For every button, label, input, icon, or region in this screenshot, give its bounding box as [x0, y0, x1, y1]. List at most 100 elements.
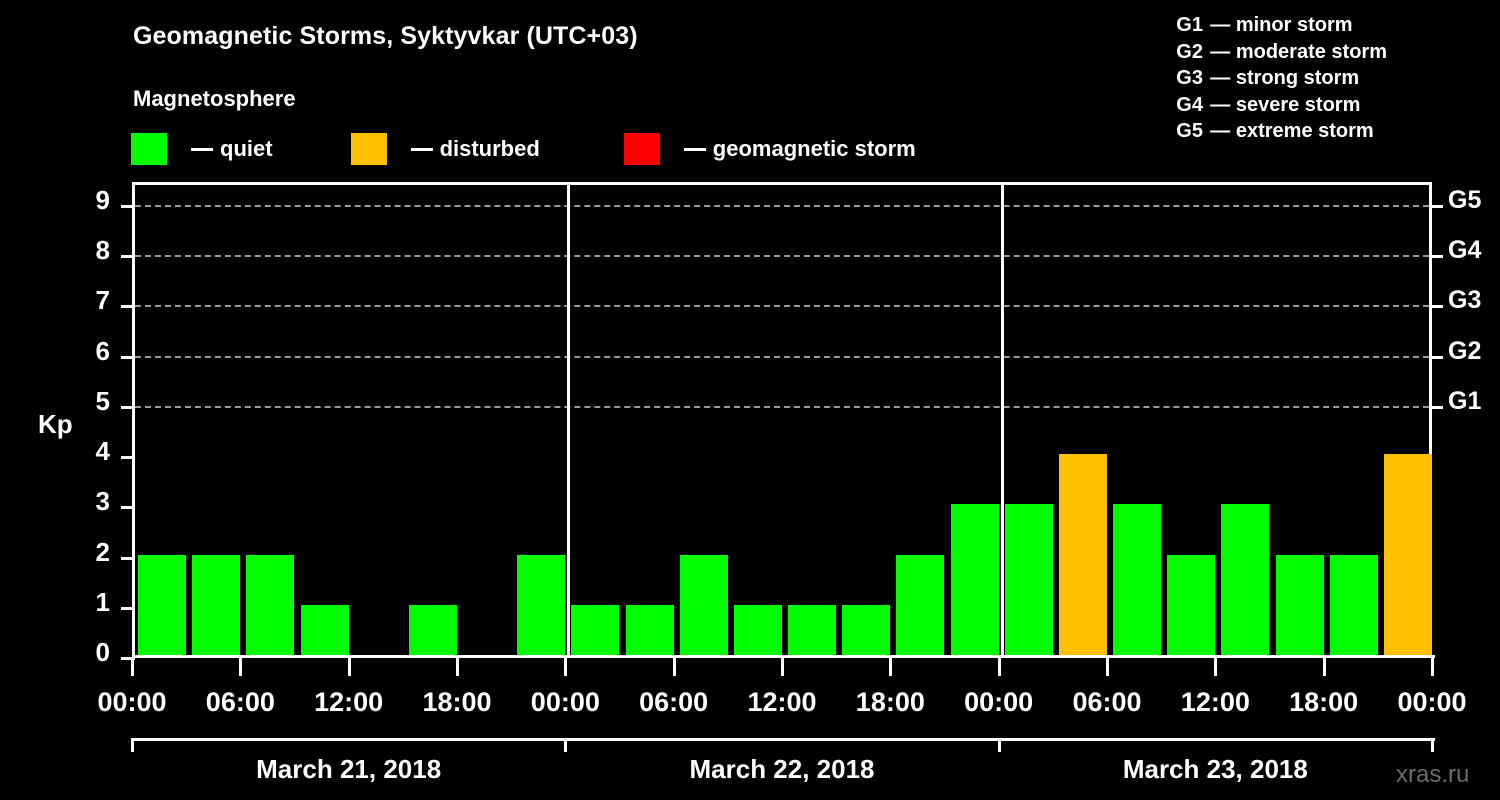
bar [733, 604, 782, 655]
g-scale-code: G5 [1176, 120, 1203, 142]
g-scale-code: G3 [1176, 67, 1203, 89]
bar [1058, 454, 1107, 655]
subtitle: Magnetosphere [133, 86, 296, 111]
g-scale-row: G1 — minor storm [1176, 12, 1387, 39]
y-axis-tick [121, 255, 135, 259]
right-axis-label: G1 [1448, 386, 1482, 415]
legend-item-disturbed: disturbed [350, 133, 540, 165]
day-separator [567, 185, 571, 655]
x-axis-tick [1322, 657, 1326, 676]
day-separator [1000, 185, 1004, 655]
y-axis-tick [121, 657, 135, 660]
x-axis-tick [131, 657, 134, 676]
legend-dash-icon [191, 147, 213, 151]
x-axis-tick [456, 657, 459, 676]
g-scale-row: G2 — moderate storm [1176, 39, 1387, 66]
x-axis-tick [672, 657, 676, 676]
y-axis-tick [121, 405, 135, 409]
bar [1221, 504, 1270, 655]
g-scale-desc: moderate storm [1235, 40, 1387, 63]
x-axis-tick [564, 657, 568, 676]
bar [1329, 554, 1378, 655]
g-scale-legend: G1 — minor storm G2 — moderate storm G3 — s… [1176, 12, 1387, 145]
y-axis-tick [121, 305, 135, 309]
bar [1167, 554, 1216, 655]
y-axis-label: 9 [95, 185, 110, 215]
bar [571, 604, 620, 655]
g-scale-row: G3 — strong storm [1176, 65, 1387, 92]
x-axis-label: 12:00 [747, 687, 817, 717]
x-axis-tick [889, 657, 893, 676]
storm-swatch-icon [623, 133, 660, 165]
bar [1004, 504, 1053, 655]
plot-inner [121, 185, 1443, 660]
y-axis-tick [121, 556, 135, 560]
bar [300, 604, 349, 655]
gridline [135, 205, 1429, 207]
bar [517, 554, 566, 655]
date-label: March 21, 2018 [256, 754, 442, 784]
bar [408, 604, 457, 655]
legend-item-quiet: quiet [131, 133, 273, 165]
y-axis-tick [121, 606, 135, 610]
y-axis-label: 0 [95, 637, 110, 667]
g-scale-dash: — [1210, 93, 1231, 116]
bar [192, 554, 241, 655]
magnetosphere-legend: quiet disturbed geomagnetic storm [131, 133, 916, 165]
right-axis-label: G2 [1448, 336, 1482, 365]
right-axis-label: G4 [1448, 236, 1482, 265]
y-axis-label: 6 [95, 335, 110, 366]
g-scale-code: G2 [1176, 40, 1203, 63]
x-axis-label: 18:00 [1289, 687, 1359, 717]
right-axis-tick [1429, 355, 1443, 359]
y-axis-tick [121, 456, 135, 460]
quiet-swatch-icon [131, 133, 167, 165]
y-axis-label: 4 [95, 436, 110, 467]
legend-label-disturbed: disturbed [439, 136, 540, 161]
x-axis-label: 18:00 [422, 687, 492, 717]
legend-dash-icon [683, 147, 706, 151]
y-axis-label: 7 [95, 285, 110, 316]
x-axis-label: 00:00 [964, 687, 1034, 717]
x-axis-label: 06:00 [205, 687, 275, 717]
date-label: March 22, 2018 [689, 754, 875, 784]
date-bracket-tick [564, 738, 568, 752]
y-axis-tick [121, 355, 135, 359]
x-axis-label: 12:00 [314, 687, 384, 717]
x-axis-label: 06:00 [639, 687, 709, 717]
x-axis-label: 18:00 [855, 687, 925, 717]
bar [246, 554, 295, 655]
date-bracket [132, 738, 1435, 741]
y-axis-label: 2 [95, 536, 110, 567]
legend-item-storm: geomagnetic storm [623, 133, 916, 165]
legend-label-quiet: quiet [220, 136, 273, 161]
y-axis-label: 3 [95, 486, 110, 517]
y-axis-label: 5 [95, 385, 110, 416]
legend-dash-icon [410, 147, 433, 151]
date-bracket-tick [131, 738, 134, 752]
legend-label-storm: geomagnetic storm [712, 136, 916, 161]
disturbed-swatch-icon [350, 133, 387, 165]
gridline [135, 355, 1429, 358]
right-axis-label: G5 [1448, 186, 1482, 214]
g-scale-desc: minor storm [1235, 14, 1353, 36]
bar [788, 604, 837, 655]
y-axis-tick [121, 506, 135, 510]
bar [950, 504, 999, 655]
x-axis-label: 06:00 [1072, 687, 1142, 717]
bar [842, 604, 891, 655]
g-scale-dash: — [1210, 120, 1231, 142]
x-axis-tick [239, 657, 243, 676]
bar-series [135, 185, 1432, 655]
y-axis-tick [121, 205, 135, 208]
x-axis-label: 00:00 [530, 687, 600, 717]
g-scale-code: G1 [1176, 14, 1203, 36]
g-scale-dash: — [1210, 67, 1231, 89]
g-scale-desc: extreme storm [1235, 120, 1374, 142]
gridline [135, 255, 1429, 258]
g-scale-row: G4 — severe storm [1176, 92, 1387, 119]
gridline [135, 405, 1429, 408]
y-axis-label: 8 [95, 235, 110, 266]
right-axis-tick [1429, 405, 1443, 409]
right-axis-label: G3 [1448, 286, 1482, 315]
